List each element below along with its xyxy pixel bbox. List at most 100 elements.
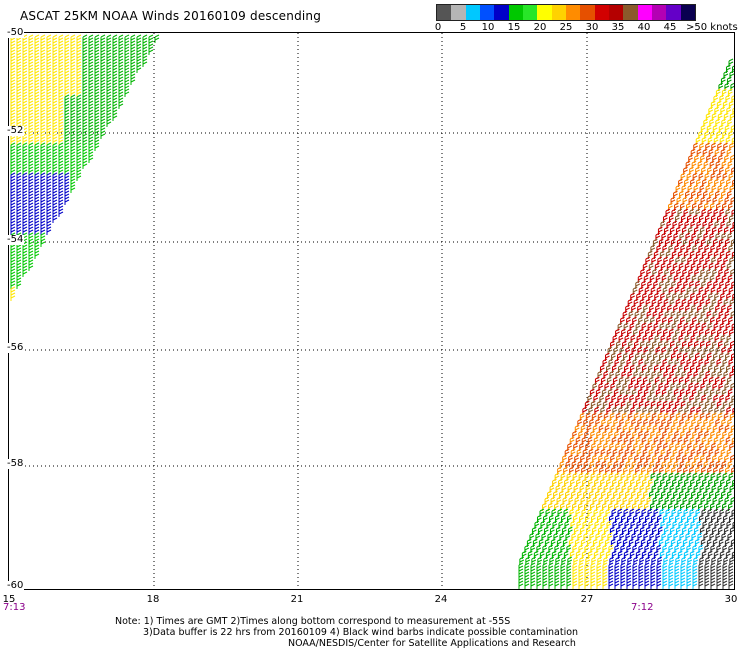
wind-barb [579, 556, 585, 565]
color-scale-bar [436, 4, 696, 21]
wind-barb [46, 40, 52, 49]
wind-barb [46, 184, 52, 193]
wind-barb [52, 178, 58, 187]
wind-barb [28, 262, 34, 271]
wind-barb [34, 70, 40, 79]
wind-barb [88, 142, 94, 151]
wind-barb [82, 46, 88, 55]
wind-barb [16, 214, 22, 223]
wind-barb [94, 82, 100, 91]
wind-barb [106, 64, 112, 73]
wind-barb [34, 112, 40, 121]
wind-barb [10, 82, 16, 91]
wind-barb [52, 202, 58, 211]
wind-barb [58, 160, 64, 169]
wind-barb [704, 574, 710, 583]
wind-barb [40, 46, 46, 55]
wind-barb [46, 166, 52, 175]
wind-barb [106, 82, 112, 91]
wind-barb [10, 250, 16, 259]
wind-barb [58, 40, 64, 49]
wind-barb [16, 184, 22, 193]
wind-barb [10, 136, 16, 145]
wind-barb [76, 136, 82, 145]
wind-barb [82, 34, 88, 43]
wind-barb [10, 280, 16, 289]
wind-barb [34, 100, 40, 109]
wind-barb [52, 118, 58, 127]
wind-barb [100, 40, 106, 49]
wind-barb [46, 130, 52, 139]
wind-barb [40, 226, 46, 235]
color-scale-label: 25 [559, 22, 573, 33]
wind-barb [28, 34, 34, 43]
wind-barb [40, 232, 46, 241]
wind-barb [58, 118, 64, 127]
lon-label-15: 15 [2, 594, 16, 605]
wind-barb [10, 46, 16, 55]
wind-barb [22, 160, 28, 169]
wind-barb [64, 58, 70, 67]
wind-barb [10, 52, 16, 61]
wind-barb [590, 574, 596, 583]
wind-barb [704, 562, 710, 571]
wind-barb [46, 172, 52, 181]
wind-barb [40, 124, 46, 133]
color-scale-label: 10 [481, 22, 495, 33]
note-line-3: NOAA/NESDIS/Center for Satellite Applica… [288, 638, 576, 649]
wind-barb [70, 184, 76, 193]
wind-barb [58, 142, 64, 151]
wind-barb [52, 46, 58, 55]
wind-barb [64, 160, 70, 169]
wind-barb [10, 112, 16, 121]
wind-barb [722, 562, 728, 571]
wind-barb [64, 88, 70, 97]
wind-barb [28, 190, 34, 199]
wind-barb [10, 286, 16, 295]
wind-barb [525, 556, 531, 565]
wind-barb [94, 112, 100, 121]
wind-barb [76, 148, 82, 157]
wind-barb [34, 82, 40, 91]
wind-barb [154, 34, 160, 43]
wind-barb [34, 154, 40, 163]
wind-barb [106, 112, 112, 121]
wind-barb [142, 58, 148, 67]
lat-label-54: -54 [6, 234, 25, 245]
wind-barb [94, 70, 100, 79]
wind-barb [70, 106, 76, 115]
wind-barb [650, 568, 656, 577]
wind-barb [112, 94, 118, 103]
wind-barb [46, 70, 52, 79]
color-swatch [608, 5, 624, 20]
wind-barb [76, 142, 82, 151]
wind-barb [88, 130, 94, 139]
wind-barb [40, 214, 46, 223]
wind-barb [40, 136, 46, 145]
wind-barb [597, 556, 603, 565]
wind-barb [22, 58, 28, 67]
wind-barb [82, 136, 88, 145]
wind-barb [16, 64, 22, 73]
wind-barb [70, 40, 76, 49]
wind-barb [10, 172, 16, 181]
wind-barb [100, 112, 106, 121]
wind-barb [638, 574, 644, 583]
wind-barb [40, 160, 46, 169]
wind-barb [28, 40, 34, 49]
wind-barb [524, 562, 530, 571]
wind-barb [16, 94, 22, 103]
wind-barb [76, 88, 82, 97]
wind-barb [82, 148, 88, 157]
lon-label-21: 21 [290, 594, 304, 605]
wind-barb [82, 88, 88, 97]
wind-barb [40, 64, 46, 73]
wind-barb [58, 94, 64, 103]
color-scale-label: 15 [507, 22, 521, 33]
lat-label-52: -52 [6, 125, 25, 136]
color-scale-labels: 0 5 10 15 20 25 30 35 40 45 >50 knots [435, 22, 738, 36]
wind-barb [10, 292, 16, 301]
wind-barb [64, 64, 70, 73]
wind-barb [22, 40, 28, 49]
wind-barb [52, 136, 58, 145]
